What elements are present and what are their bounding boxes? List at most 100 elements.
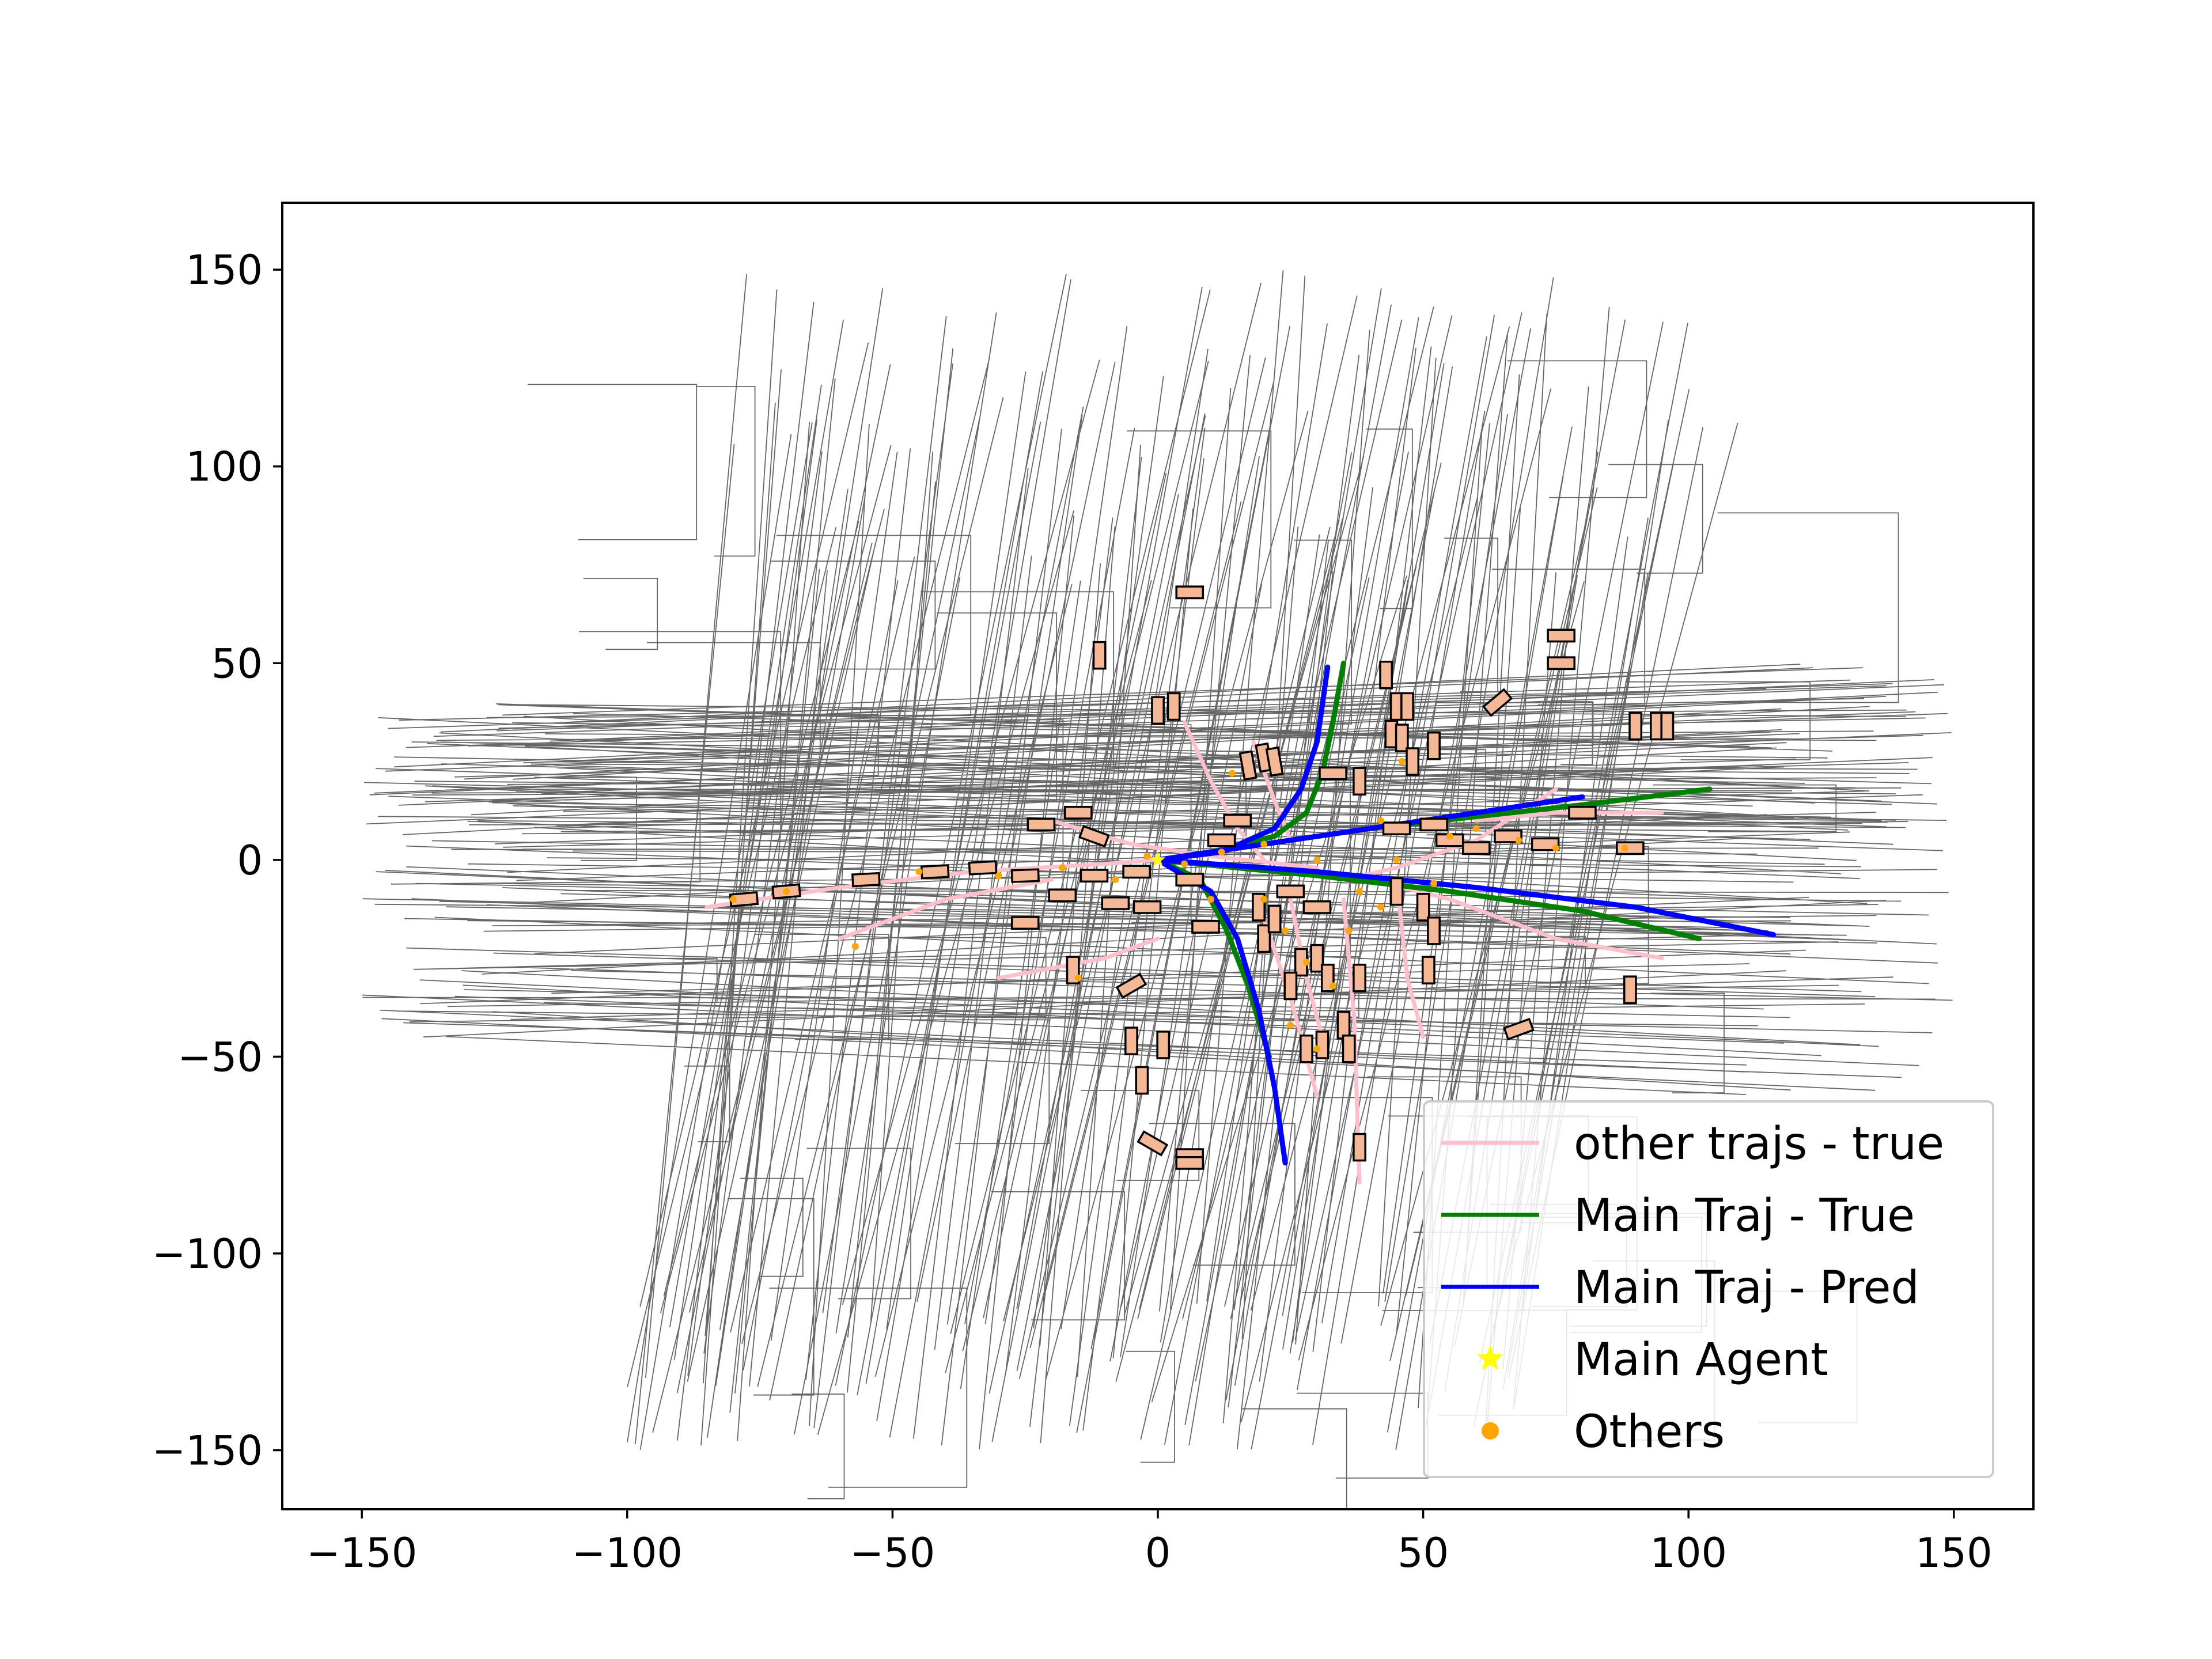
vehicle-box	[1137, 1130, 1169, 1157]
vehicle-box	[1315, 1031, 1330, 1059]
vehicle-box	[1353, 767, 1366, 796]
y-tick-label: 150	[185, 247, 263, 294]
vehicle-box	[1080, 869, 1109, 883]
vehicle-box	[1300, 1034, 1313, 1063]
vehicle-box	[1660, 711, 1675, 741]
vehicle-box	[1482, 688, 1513, 717]
vehicle-box	[1503, 1017, 1535, 1041]
vehicle-box	[1048, 888, 1077, 903]
trajectory-line	[1368, 877, 1664, 961]
vehicle-box	[1353, 1132, 1366, 1162]
legend-entry-main-agent: Main Agent	[1477, 1334, 1828, 1386]
vehicle-box	[1389, 877, 1404, 906]
vehicle-box	[1166, 692, 1181, 721]
others-point	[1330, 982, 1336, 990]
y-tick-label: 100	[185, 444, 263, 491]
legend-entry-other-trajs-true: other trajs - true	[1441, 1118, 1944, 1170]
vehicle-box	[1382, 821, 1411, 836]
vehicle-box	[1342, 1034, 1356, 1063]
vehicle-box	[1115, 972, 1147, 999]
vehicle-box	[1207, 833, 1236, 847]
others-point	[1260, 896, 1268, 903]
vehicle-box	[1427, 916, 1441, 945]
vehicle-box	[1151, 696, 1165, 725]
vehicle-box	[1265, 746, 1284, 777]
agent-points	[730, 758, 1628, 1052]
y-tick-label: −50	[177, 1033, 263, 1081]
trajectory-line	[997, 937, 1160, 980]
others-point	[1074, 974, 1082, 982]
trajectory-line	[1474, 810, 1664, 823]
vehicle-box	[1416, 893, 1430, 922]
legend-star-icon	[1477, 1345, 1503, 1370]
others-point	[1260, 840, 1268, 848]
others-point	[1552, 844, 1559, 852]
y-tick-label: −100	[152, 1230, 263, 1278]
vehicle-box	[1276, 884, 1305, 899]
y-tick-label: 0	[237, 837, 263, 884]
trajectory-line	[1288, 897, 1330, 1059]
legend-dot-icon	[1482, 1422, 1499, 1440]
trajectory-line	[1155, 857, 1777, 938]
vehicle-box	[1010, 868, 1040, 883]
others-point	[1398, 758, 1406, 765]
vehicle-box	[1395, 724, 1409, 752]
x-axis: −150 −100 −50 0 50 100 150	[306, 1509, 1993, 1577]
vehicle-box	[1379, 660, 1393, 690]
vehicle-box	[1122, 865, 1151, 879]
others-point	[1313, 856, 1321, 863]
others-point	[851, 943, 859, 950]
vehicle-box	[1135, 1066, 1149, 1095]
others-point	[1377, 817, 1384, 824]
others-point	[1059, 864, 1066, 872]
legend-entry-main-traj-pred: Main Traj - Pred	[1441, 1262, 1919, 1314]
legend-label: Main Traj - True	[1574, 1190, 1915, 1242]
others-point	[995, 872, 1002, 880]
others-point	[1621, 844, 1628, 852]
others-point	[1287, 1021, 1294, 1029]
x-tick-label: −150	[306, 1529, 417, 1577]
vehicle-box	[1027, 817, 1056, 832]
vehicle-box	[1302, 900, 1332, 914]
vehicle-box	[1092, 641, 1107, 670]
trajectory-line	[1155, 857, 1702, 941]
vehicle-box	[1427, 731, 1441, 760]
others-point	[1302, 959, 1310, 966]
vehicle-box	[1064, 805, 1093, 820]
vehicle-box	[1238, 750, 1257, 781]
vehicle-box	[1175, 1156, 1205, 1170]
y-tick-label: 50	[211, 640, 263, 687]
vehicle-box	[1319, 766, 1347, 781]
vehicle-box	[851, 872, 881, 888]
legend-entry-others: Others	[1482, 1406, 1725, 1458]
others-point	[1229, 770, 1236, 777]
others-point	[1313, 1045, 1321, 1052]
others-point	[730, 896, 737, 903]
vehicle-box	[1257, 924, 1271, 953]
others-point	[1112, 876, 1119, 883]
others-point	[1218, 849, 1225, 856]
vehicle-box	[1078, 825, 1110, 848]
others-point	[1181, 860, 1188, 868]
vehicle-box	[1547, 656, 1575, 671]
vehicle-box	[1336, 1010, 1351, 1040]
others-point	[1472, 825, 1480, 832]
others-point	[915, 868, 923, 876]
others-point	[1345, 927, 1353, 934]
others-point	[1446, 832, 1453, 840]
legend: other trajs - true Main Traj - True Main T…	[1423, 1100, 1994, 1478]
trajectory-line	[1155, 794, 1585, 863]
legend-box	[1423, 1100, 1994, 1478]
trajectory-line	[837, 877, 1054, 941]
vehicle-box	[1568, 805, 1597, 820]
vehicle-box	[1191, 920, 1220, 934]
vehicle-box	[1310, 944, 1324, 973]
legend-label: Others	[1574, 1406, 1725, 1458]
vehicle-box	[1175, 873, 1205, 887]
vehicle-box	[1156, 1031, 1171, 1059]
others-point	[1282, 927, 1289, 934]
vehicle-box	[1132, 900, 1162, 914]
others-point	[1377, 903, 1384, 911]
others-point	[1393, 856, 1400, 863]
